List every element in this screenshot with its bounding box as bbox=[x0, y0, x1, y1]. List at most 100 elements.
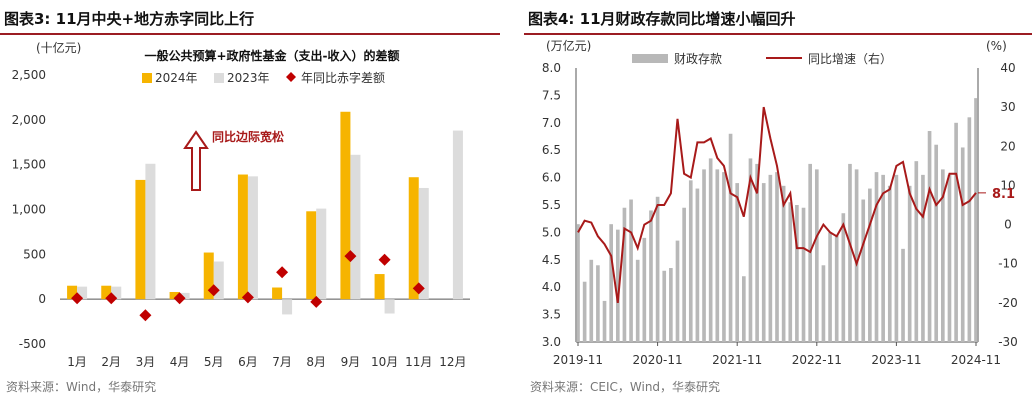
x-tick-label: 1月 bbox=[67, 355, 87, 369]
deposit-bar bbox=[914, 161, 919, 342]
deposit-bar bbox=[702, 169, 706, 342]
deposit-bar bbox=[649, 210, 653, 342]
deficit-diff-marker bbox=[207, 284, 220, 297]
source-note: 资料来源：Wind，华泰研究 bbox=[6, 380, 157, 394]
x-tick-label: 2023-11 bbox=[871, 353, 921, 367]
deposit-bar bbox=[642, 237, 647, 342]
y-axis-label: (十亿元) bbox=[36, 40, 81, 55]
x-tick-label: 2024-11 bbox=[951, 353, 1001, 367]
deposit-bar bbox=[596, 265, 600, 342]
deficit-diff-marker bbox=[378, 253, 391, 266]
deposit-bar bbox=[967, 117, 972, 342]
y-tick-label-right: 30 bbox=[1000, 100, 1015, 114]
deficit-diff-marker bbox=[241, 291, 254, 304]
annotation-text: 同比边际宽松 bbox=[212, 129, 284, 144]
deposit-bar bbox=[768, 174, 773, 342]
deposit-bar bbox=[715, 169, 720, 342]
deposit-bar bbox=[682, 207, 686, 342]
x-tick-label: 2月 bbox=[101, 355, 121, 369]
legend-label-2023: 2023年 bbox=[227, 71, 270, 85]
legend-label-diff: 年同比赤字差额 bbox=[301, 70, 385, 85]
deposit-bar bbox=[821, 265, 826, 342]
x-tick-label: 6月 bbox=[238, 355, 258, 369]
deposit-bar bbox=[622, 207, 627, 342]
chart-title: 一般公共预算+政府性基金（支出-收入）的差额 bbox=[144, 48, 399, 63]
deposit-bar bbox=[841, 213, 846, 342]
deposit-bar bbox=[708, 158, 713, 342]
legend-label-growth: 同比增速（右） bbox=[808, 51, 892, 66]
deficit-diff-marker bbox=[310, 295, 323, 308]
deposit-bar bbox=[861, 199, 866, 342]
x-tick-label: 9月 bbox=[341, 355, 361, 369]
deficit-diff-marker bbox=[344, 250, 357, 263]
deposit-bar bbox=[755, 163, 759, 342]
bar-2024 bbox=[306, 211, 317, 300]
deposit-bar bbox=[781, 185, 786, 342]
yoy-growth-line bbox=[577, 106, 977, 304]
y-tick-label-right: 20 bbox=[1000, 139, 1015, 153]
deposit-bar bbox=[788, 202, 793, 342]
bar-2023 bbox=[111, 286, 122, 300]
deposit-bar bbox=[602, 300, 607, 342]
y-axis-label-left: (万亿元) bbox=[546, 38, 591, 53]
y-axis-label-right: (%) bbox=[986, 39, 1007, 53]
deposit-bar bbox=[868, 188, 872, 342]
y-tick-label-right: -30 bbox=[998, 335, 1018, 349]
deposit-bar bbox=[576, 224, 580, 342]
deposit-bar bbox=[629, 199, 633, 342]
deposit-bar bbox=[974, 98, 978, 342]
deposit-bar bbox=[834, 235, 839, 342]
bar-2024 bbox=[101, 285, 112, 300]
deficit-diff-marker bbox=[139, 309, 152, 322]
legend-label-2024: 2024年 bbox=[155, 71, 198, 85]
x-tick-label: 2021-11 bbox=[712, 353, 762, 367]
deposit-bar bbox=[662, 270, 667, 342]
y-tick-label: 2,500 bbox=[12, 68, 46, 82]
y-tick-label-right: -20 bbox=[998, 296, 1018, 310]
x-tick-label: 5月 bbox=[204, 355, 224, 369]
y-tick-label-left: 7.0 bbox=[542, 116, 561, 130]
deposit-bar bbox=[688, 180, 693, 342]
deposit-bar bbox=[635, 259, 640, 342]
deposit-bar bbox=[795, 205, 799, 342]
bar-2023 bbox=[179, 292, 190, 300]
legend-swatch-deposits bbox=[632, 54, 668, 63]
y-tick-label-left: 5.0 bbox=[542, 225, 561, 239]
bar-2024 bbox=[203, 252, 214, 300]
deposit-bar bbox=[615, 229, 620, 342]
deposit-bar bbox=[775, 172, 779, 342]
annotation-arrow bbox=[183, 130, 209, 191]
y-tick-label-right: -10 bbox=[998, 257, 1018, 271]
y-tick-label-left: 4.0 bbox=[542, 280, 561, 294]
y-tick-label-left: 8.0 bbox=[542, 61, 561, 75]
bar-2024 bbox=[237, 174, 248, 300]
bar-2023 bbox=[282, 299, 293, 315]
x-tick-label: 7月 bbox=[272, 355, 292, 369]
deficit-diff-marker bbox=[276, 266, 289, 279]
x-tick-label: 8月 bbox=[306, 355, 326, 369]
chart-panel-deposits: 图表4: 11月财政存款同比增速小幅回升 (万亿元) (%) 8.0 7.5 7.0 6.… bbox=[524, 0, 1034, 405]
bar-2024 bbox=[169, 291, 180, 300]
x-tick-label: 4月 bbox=[170, 355, 190, 369]
deposit-bar bbox=[722, 172, 726, 342]
y-tick-label-right: 0 bbox=[1004, 218, 1012, 232]
bar-2024 bbox=[67, 285, 78, 300]
panel-title: 图表4: 11月财政存款同比增速小幅回升 bbox=[528, 10, 796, 28]
deposit-bar bbox=[927, 131, 932, 342]
last-value-label: 8.1 bbox=[992, 187, 1015, 202]
title-rule bbox=[0, 33, 500, 35]
deposit-bar bbox=[848, 163, 852, 342]
bar-2024 bbox=[340, 111, 351, 300]
legend-swatch-2024 bbox=[142, 73, 152, 83]
deposit-bar bbox=[901, 248, 905, 342]
deposit-bar bbox=[675, 240, 680, 342]
deficit-diff-marker bbox=[105, 292, 118, 305]
deposit-bar bbox=[735, 183, 740, 342]
bar-2023 bbox=[247, 176, 258, 300]
y-tick-label-right: 40 bbox=[1000, 61, 1015, 75]
bar-2024 bbox=[272, 287, 283, 300]
legend-swatch-diff bbox=[286, 72, 296, 82]
bar-2023 bbox=[316, 208, 327, 300]
y-tick-label-left: 6.0 bbox=[542, 171, 561, 185]
bar-2023 bbox=[77, 286, 88, 300]
